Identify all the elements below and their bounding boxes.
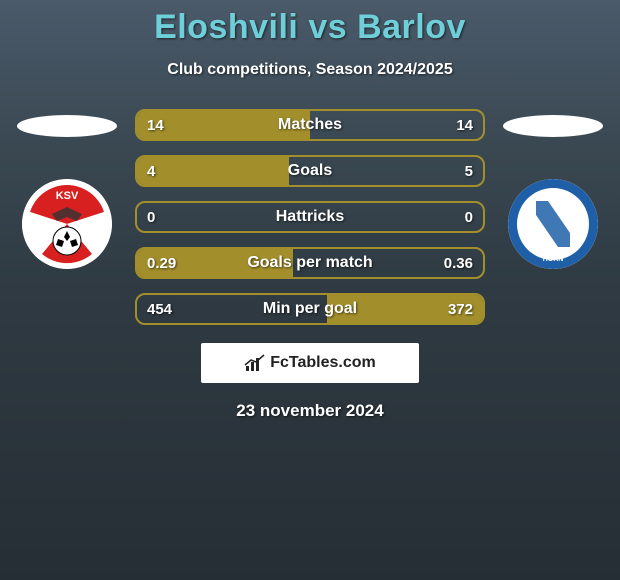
player-silhouette-left [17,115,117,137]
stat-label: Matches [137,116,483,134]
comparison-content: KSV 14 Matches 14 4 Goals 5 [0,109,620,325]
stat-label: Goals [137,162,483,180]
stat-right-value: 5 [465,163,473,180]
svg-text:HORN: HORN [543,256,564,263]
svg-text:SV: SV [548,190,558,197]
stat-row-matches: 14 Matches 14 [135,109,485,141]
subtitle: Club competitions, Season 2024/2025 [0,61,620,79]
stat-label: Hattricks [137,208,483,226]
left-club-column: KSV [17,109,117,269]
stat-right-value: 0 [465,209,473,226]
chart-icon [244,354,266,372]
stat-row-hattricks: 0 Hattricks 0 [135,201,485,233]
stat-label: Min per goal [137,300,483,318]
stat-label: Goals per match [137,254,483,272]
sv-horn-logo-icon: SV HORN [508,179,598,269]
svg-text:KSV: KSV [56,190,79,202]
stat-row-goals-per-match: 0.29 Goals per match 0.36 [135,247,485,279]
right-club-logo: SV HORN [508,179,598,269]
stat-row-min-per-goal: 454 Min per goal 372 [135,293,485,325]
stat-right-value: 14 [456,117,473,134]
stat-row-goals: 4 Goals 5 [135,155,485,187]
right-club-column: SV HORN [503,109,603,269]
brand-link[interactable]: FcTables.com [201,343,419,383]
brand-text: FcTables.com [270,354,376,372]
stat-right-value: 0.36 [444,255,473,272]
ksv-logo-icon: KSV [22,179,112,269]
date-text: 23 november 2024 [0,401,620,421]
stat-right-value: 372 [448,301,473,318]
stats-column: 14 Matches 14 4 Goals 5 0 Hattricks 0 0.… [135,109,485,325]
page-title: Eloshvili vs Barlov [0,0,620,47]
left-club-logo: KSV [22,179,112,269]
player-silhouette-right [503,115,603,137]
